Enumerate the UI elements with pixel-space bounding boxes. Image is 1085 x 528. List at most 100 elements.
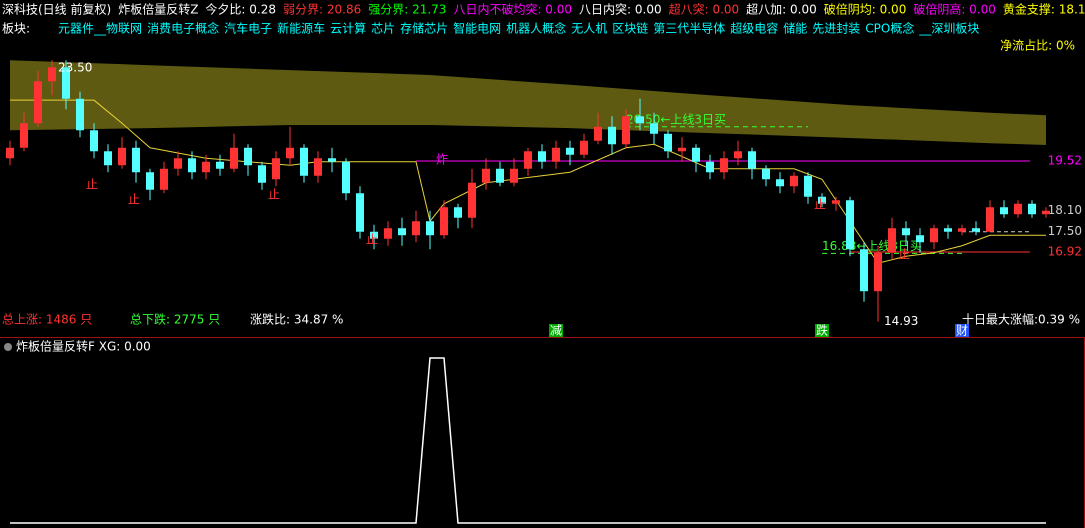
event-box: [549, 324, 563, 337]
annotation: 止: [86, 178, 98, 192]
candle-body: [734, 151, 742, 159]
candle-body: [510, 168, 518, 183]
candle-body: [48, 67, 56, 82]
candle-body: [538, 151, 546, 162]
header-item: 八日内突: 0.00: [579, 2, 662, 17]
annotation: 14.93: [884, 314, 918, 328]
header-item: 弱分界: 20.86: [283, 3, 361, 17]
sector-item: 第三代半导体: [653, 22, 725, 36]
candle-body: [104, 151, 112, 166]
indicator-line: [10, 357, 1046, 524]
total-up: 总上涨: 1486 只: [2, 312, 92, 327]
header-item: 破倍阴高: 0.00: [913, 2, 996, 17]
candle-body: [398, 228, 406, 236]
header-item: 强分界: 21.73: [368, 3, 446, 17]
candle-body: [762, 168, 770, 180]
price-line-label: 17.50: [1048, 224, 1082, 238]
candle-body: [34, 81, 42, 124]
candle-body: [174, 158, 182, 169]
candle-body: [1028, 203, 1036, 215]
candle-body: [692, 147, 700, 162]
up-down-ratio: 涨跌比: 34.87 %: [250, 312, 343, 327]
annotation: 23.50: [58, 60, 92, 74]
candle-body: [258, 165, 266, 183]
header-item: 超八突: 0.00: [669, 2, 740, 17]
sector-item: 无人机: [571, 22, 607, 36]
candle-body: [6, 147, 14, 159]
max-gain: 十日最大涨幅:0.39 %: [962, 312, 1080, 327]
price-line-label: 16.92: [1048, 245, 1082, 259]
sector-item: 芯片: [371, 22, 395, 36]
candle-body: [1014, 203, 1022, 215]
candle-body: [454, 207, 462, 218]
candle-body: [860, 249, 868, 292]
sector-item: 超级电容: [730, 21, 778, 36]
candle-body: [650, 123, 658, 134]
candle-body: [230, 147, 238, 169]
candle-body: [160, 168, 168, 190]
candle-body: [202, 161, 210, 173]
candle-body: [62, 67, 70, 99]
candle-body: [482, 168, 490, 183]
candle-body: [552, 147, 560, 162]
candle-body: [370, 231, 378, 239]
candle-body: [468, 182, 476, 218]
candle-body: [524, 151, 532, 169]
candle-body: [594, 126, 602, 141]
header-item: 黄金支撑: 18.10: [1003, 2, 1085, 17]
annotation: 止: [898, 248, 910, 262]
candle-body: [566, 147, 574, 155]
level-label: 20.50←上线3日买: [626, 112, 726, 126]
sector-item: 储能: [783, 21, 807, 36]
candle-body: [384, 228, 392, 239]
candle-body: [440, 207, 448, 236]
candle-body: [314, 158, 322, 176]
candle-body: [580, 140, 588, 155]
candle-body: [916, 235, 924, 243]
candle-body: [930, 228, 938, 243]
candle-body: [272, 158, 280, 180]
candle-body: [776, 179, 784, 187]
candle-body: [244, 147, 252, 166]
event-label: 减: [550, 324, 562, 338]
candle-body: [188, 158, 196, 173]
candle-body: [790, 175, 798, 187]
candle-body: [958, 228, 966, 232]
sector-item: 机器人概念: [506, 21, 566, 36]
candle-body: [426, 221, 434, 236]
candle-body: [608, 126, 616, 145]
candle-body: [328, 158, 336, 162]
header-item: 炸板倍量反转Z: [118, 2, 198, 17]
event-label: 财: [956, 324, 968, 338]
candle-body: [678, 147, 686, 152]
candle-body: [748, 151, 756, 169]
candle-body: [118, 147, 126, 166]
candle-body: [664, 133, 672, 152]
candle-body: [412, 221, 420, 236]
header-item: 八日内不破均突: 0.00: [453, 2, 572, 17]
candle-body: [216, 161, 224, 169]
candle-body: [944, 228, 952, 232]
candle-body: [972, 228, 980, 232]
sector-label: 板块:: [2, 22, 30, 36]
sector-item: 先进封装: [812, 22, 860, 36]
event-label: 跌: [816, 323, 828, 338]
annotation: 止: [128, 193, 140, 207]
candle-body: [496, 168, 504, 183]
candle-body: [832, 200, 840, 204]
candle-body: [986, 207, 994, 232]
candle-body: [76, 98, 84, 131]
annotation: 止: [814, 198, 826, 212]
candle-body: [706, 161, 714, 173]
price-line-label: 19.52: [1048, 154, 1082, 168]
header-item: 今夕比: 0.28: [205, 2, 276, 17]
candle-body: [874, 252, 882, 292]
header-item: 超八加: 0.00: [746, 2, 817, 17]
sector-item: 云计算: [330, 21, 366, 36]
indicator-title: 炸板倍量反转F XG: 0.00: [16, 339, 151, 354]
annotation: 止: [268, 187, 280, 201]
total-down: 总下跌: 2775 只: [130, 312, 220, 327]
net-flow: 净流占比: 0%: [1000, 38, 1075, 53]
candle-body: [846, 200, 854, 250]
